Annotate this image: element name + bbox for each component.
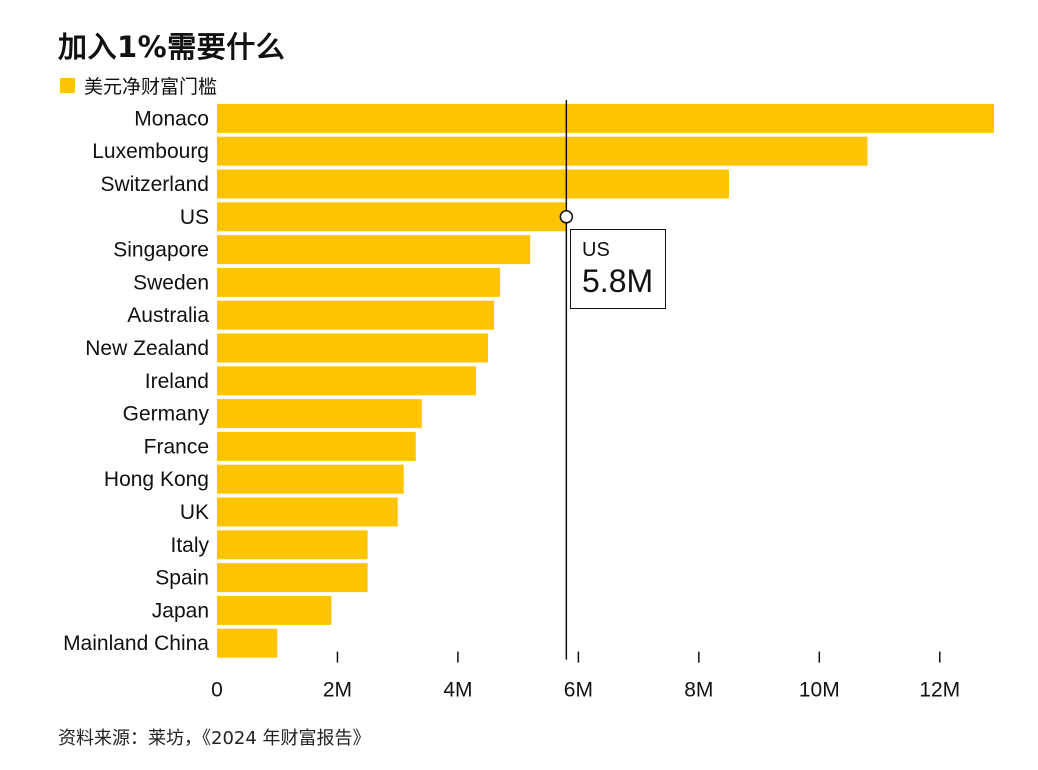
tooltip-value: 5.8M: [582, 263, 654, 299]
x-tick-label: 10M: [799, 679, 840, 702]
x-tick-label: 12M: [919, 679, 960, 702]
category-label: Switzerland: [100, 173, 209, 196]
category-label: Japan: [152, 599, 209, 622]
x-tick-label: 2M: [323, 679, 352, 702]
bar: [217, 497, 398, 527]
x-tick-label: 4M: [443, 679, 472, 702]
highlight-marker: [559, 210, 574, 224]
category-label: Germany: [123, 403, 210, 426]
category-label: US: [180, 206, 209, 229]
category-label: Italy: [170, 534, 209, 557]
bar: [217, 267, 501, 297]
category-label: France: [144, 435, 209, 458]
bar: [217, 628, 278, 658]
source-note: 资料来源：莱坊，《2024 年财富报告》: [58, 728, 371, 749]
x-tick-label: 8M: [684, 679, 713, 702]
bar: [217, 366, 476, 396]
bar-chart: Monaco Luxembourg Switzerland US Singapore Sw…: [63, 100, 994, 702]
bar: [217, 530, 368, 560]
category-label: Hong Kong: [104, 468, 209, 491]
bar: [217, 300, 495, 330]
category-label: Spain: [155, 567, 209, 590]
legend-swatch: [60, 78, 75, 93]
bar: [217, 563, 368, 593]
category-label: Sweden: [133, 271, 209, 294]
legend: 美元净财富门槛: [60, 72, 217, 99]
category-label: Singapore: [113, 239, 209, 262]
category-label: New Zealand: [85, 337, 209, 360]
bar: [217, 169, 729, 199]
legend-label: 美元净财富门槛: [84, 76, 218, 98]
chart-title: 加入1%需要什么: [58, 30, 286, 64]
bar: [217, 431, 416, 461]
bar: [217, 202, 567, 232]
category-label: Monaco: [134, 107, 209, 130]
category-label: Mainland China: [63, 632, 209, 655]
tooltip-category: US: [582, 239, 610, 261]
bar: [217, 103, 994, 133]
category-label: Ireland: [145, 370, 209, 393]
bar: [217, 595, 332, 625]
bar: [217, 235, 531, 265]
x-tick-label: 0: [211, 679, 223, 702]
category-label: UK: [180, 501, 209, 524]
bar: [217, 464, 404, 494]
bar: [217, 136, 868, 166]
bar: [217, 333, 489, 363]
tooltip: US 5.8M: [570, 229, 666, 309]
category-label: Luxembourg: [92, 140, 209, 163]
x-tick-label: 6M: [564, 679, 593, 702]
bar: [217, 399, 422, 429]
category-label: Australia: [127, 304, 209, 327]
